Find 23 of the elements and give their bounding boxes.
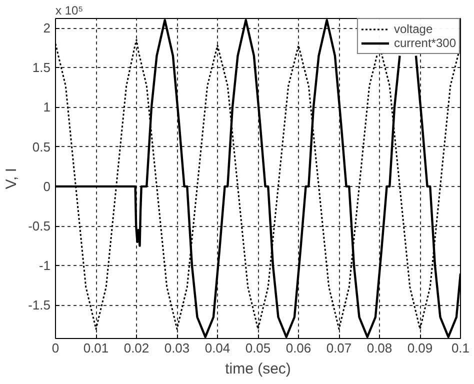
x-tick-label: 0.1 — [451, 340, 470, 356]
text: x 10⁵ — [56, 4, 84, 18]
y-tick-label: 0 — [43, 178, 51, 194]
y-tick-label: 2 — [43, 20, 51, 36]
x-tick-label: 0.04 — [204, 340, 230, 356]
x-tick-label: 0.06 — [286, 340, 312, 356]
y-tick-label: -1.5 — [28, 298, 51, 313]
x-tick-label: 0.09 — [407, 340, 433, 356]
x-tick-label: 0.02 — [124, 340, 150, 356]
y-tick-label: 1 — [43, 100, 51, 115]
legend-label: voltage — [394, 22, 433, 36]
y-axis-title: V, I — [3, 168, 20, 190]
x-tick-label: 0.03 — [164, 340, 190, 356]
legend-label: current*300 — [394, 36, 456, 50]
y-tick-label: -0.5 — [28, 218, 51, 234]
x-tick-label: 0.05 — [245, 340, 271, 356]
x-tick-label: 0.01 — [83, 340, 109, 356]
x-tick-label: 0.08 — [366, 340, 392, 356]
x-tick-label: 0.07 — [326, 340, 352, 356]
y-tick-label: 0.5 — [32, 139, 51, 154]
y-tick-label: 1.5 — [32, 60, 51, 76]
x-axis-title: time (sec) — [225, 360, 291, 378]
y-tick-label: -1 — [38, 258, 51, 274]
